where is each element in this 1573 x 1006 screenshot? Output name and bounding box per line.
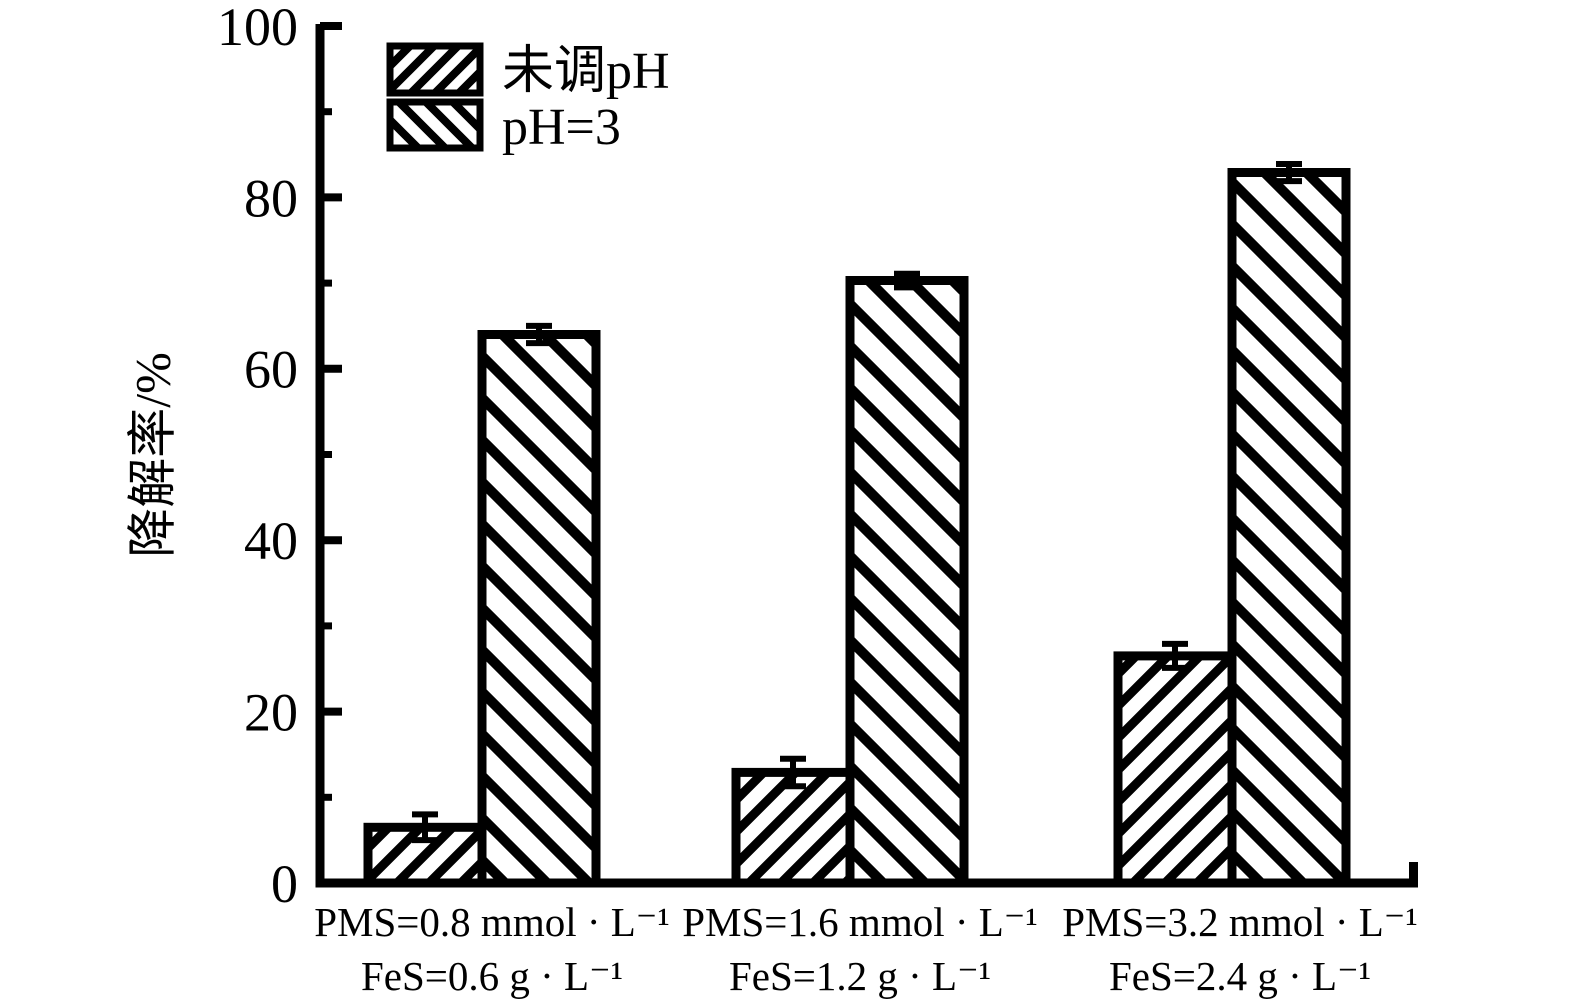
bar-series2-group2 [845,276,969,888]
bars-layer [363,168,1351,888]
group2-label-line1: PMS=1.6 mmol · L⁻¹ [682,899,1038,945]
error-bar-series1-group2 [780,755,806,790]
group2-label-line2: FeS=1.2 g · L⁻¹ [729,953,991,999]
bar-series2-group3 [1227,168,1351,888]
error-bars-layer [412,161,1302,844]
bar-series1-group3 [1113,651,1237,888]
group3-label-line2: FeS=2.4 g · L⁻¹ [1109,953,1371,999]
y-tick-label-0: 0 [271,854,298,914]
x-axis-group-labels: PMS=0.8 mmol · L⁻¹ FeS=0.6 g · L⁻¹ PMS=1… [314,899,1418,999]
legend: 未调pH pH=3 [386,42,670,156]
error-bar-series2-group2 [894,270,920,291]
legend-swatch-ph3 [386,98,484,152]
axes-layer: 0 20 40 60 80 100 [217,0,1418,914]
group1-label-line2: FeS=0.6 g · L⁻¹ [361,953,623,999]
y-tick-label-60: 60 [244,340,298,400]
error-bar-series1-group3 [1162,640,1188,671]
error-bar-series2-group3 [1276,161,1302,185]
y-tick-label-40: 40 [244,511,298,571]
legend-swatch-unadjusted-ph [386,42,484,97]
y-tick-label-20: 20 [244,683,298,743]
error-bar-series2-group1 [526,322,552,347]
legend-label-unadjusted-ph: 未调pH [502,43,670,100]
group1-label-line1: PMS=0.8 mmol · L⁻¹ [314,899,670,945]
y-tick-label-100: 100 [217,0,298,57]
y-axis-title: 降解率/% [125,352,181,558]
bar-series2-group1 [477,330,601,888]
y-tick-label-80: 80 [244,168,298,228]
error-bar-series1-group1 [412,811,438,844]
legend-label-ph3: pH=3 [502,99,621,156]
group3-label-line1: PMS=3.2 mmol · L⁻¹ [1062,899,1418,945]
